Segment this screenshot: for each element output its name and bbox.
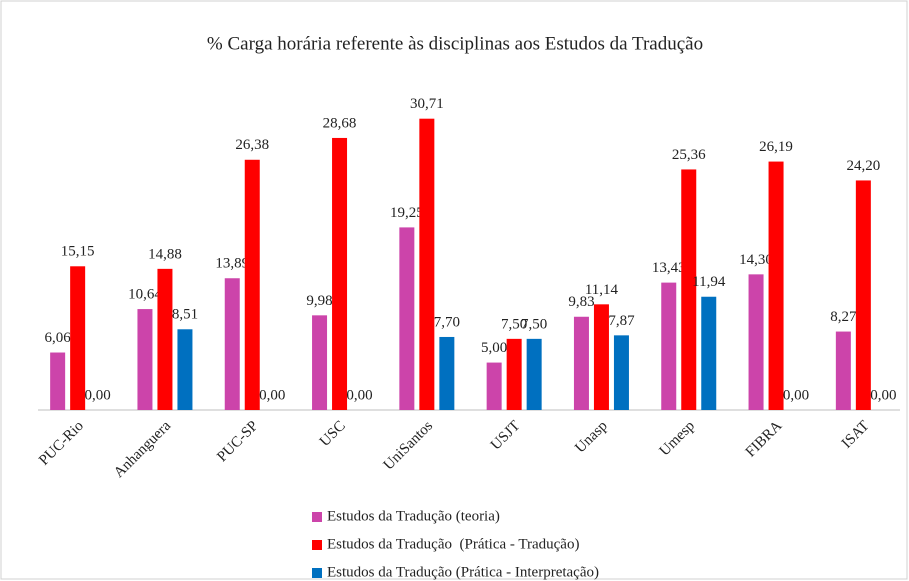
value-label: 11,14 [585,282,619,298]
bar [70,266,86,410]
value-label: 7,50 [501,316,527,332]
value-label: 8,51 [172,307,198,323]
bar [439,336,455,410]
bar [835,331,851,410]
bar [486,362,502,410]
bar [157,268,173,410]
legend-label: Estudos da Tradução (Prática - Interpret… [327,564,599,580]
bar [661,282,677,410]
value-label: 30,71 [410,96,444,112]
bar [50,352,66,410]
value-label: 9,98 [306,293,332,309]
bar [399,227,415,410]
chart-title: % Carga horária referente às disciplinas… [207,33,703,54]
value-label: 0,00 [346,387,372,403]
value-label: 15,15 [61,244,95,260]
value-label: 10,64 [128,287,162,303]
bar [244,159,260,410]
value-label: 7,87 [608,313,635,329]
value-label: 24,20 [846,158,880,174]
bar [506,338,522,410]
value-label: 9,83 [568,294,594,310]
bar [613,335,629,410]
bar [224,278,240,410]
value-label: 28,68 [323,115,357,131]
legend-label: Estudos da Tradução (Prática - Tradução) [327,536,579,552]
bar [177,329,193,410]
legend-label: Estudos da Tradução (teoria) [327,508,500,524]
value-label: 19,25 [390,205,424,221]
value-label: 0,00 [870,387,896,403]
bar [768,161,784,410]
value-label: 14,30 [739,252,773,268]
bar [419,118,435,410]
bar [593,304,609,410]
value-label: 14,88 [148,246,182,262]
value-label: 0,00 [259,387,285,403]
legend-swatch [312,568,322,578]
bar [312,315,328,410]
value-label: 6,06 [45,330,72,346]
value-label: 26,38 [235,137,269,153]
legend-swatch [312,512,322,522]
bar [573,316,589,410]
value-label: 25,36 [672,147,706,163]
value-label: 7,70 [434,314,460,330]
bar [332,137,348,410]
value-label: 26,19 [759,139,793,155]
bar [748,274,764,410]
value-label: 11,94 [692,274,726,290]
bar [855,180,871,410]
value-label: 5,00 [481,340,507,356]
bar [681,169,697,410]
value-label: 13,43 [652,260,686,276]
value-label: 0,00 [85,387,111,403]
bar [137,309,153,410]
value-label: 7,50 [521,316,547,332]
value-label: 8,27 [830,309,857,325]
bar [526,338,542,410]
legend-swatch [312,540,322,550]
bar [701,296,717,410]
value-label: 13,89 [215,256,249,272]
value-label: 0,00 [783,387,809,403]
